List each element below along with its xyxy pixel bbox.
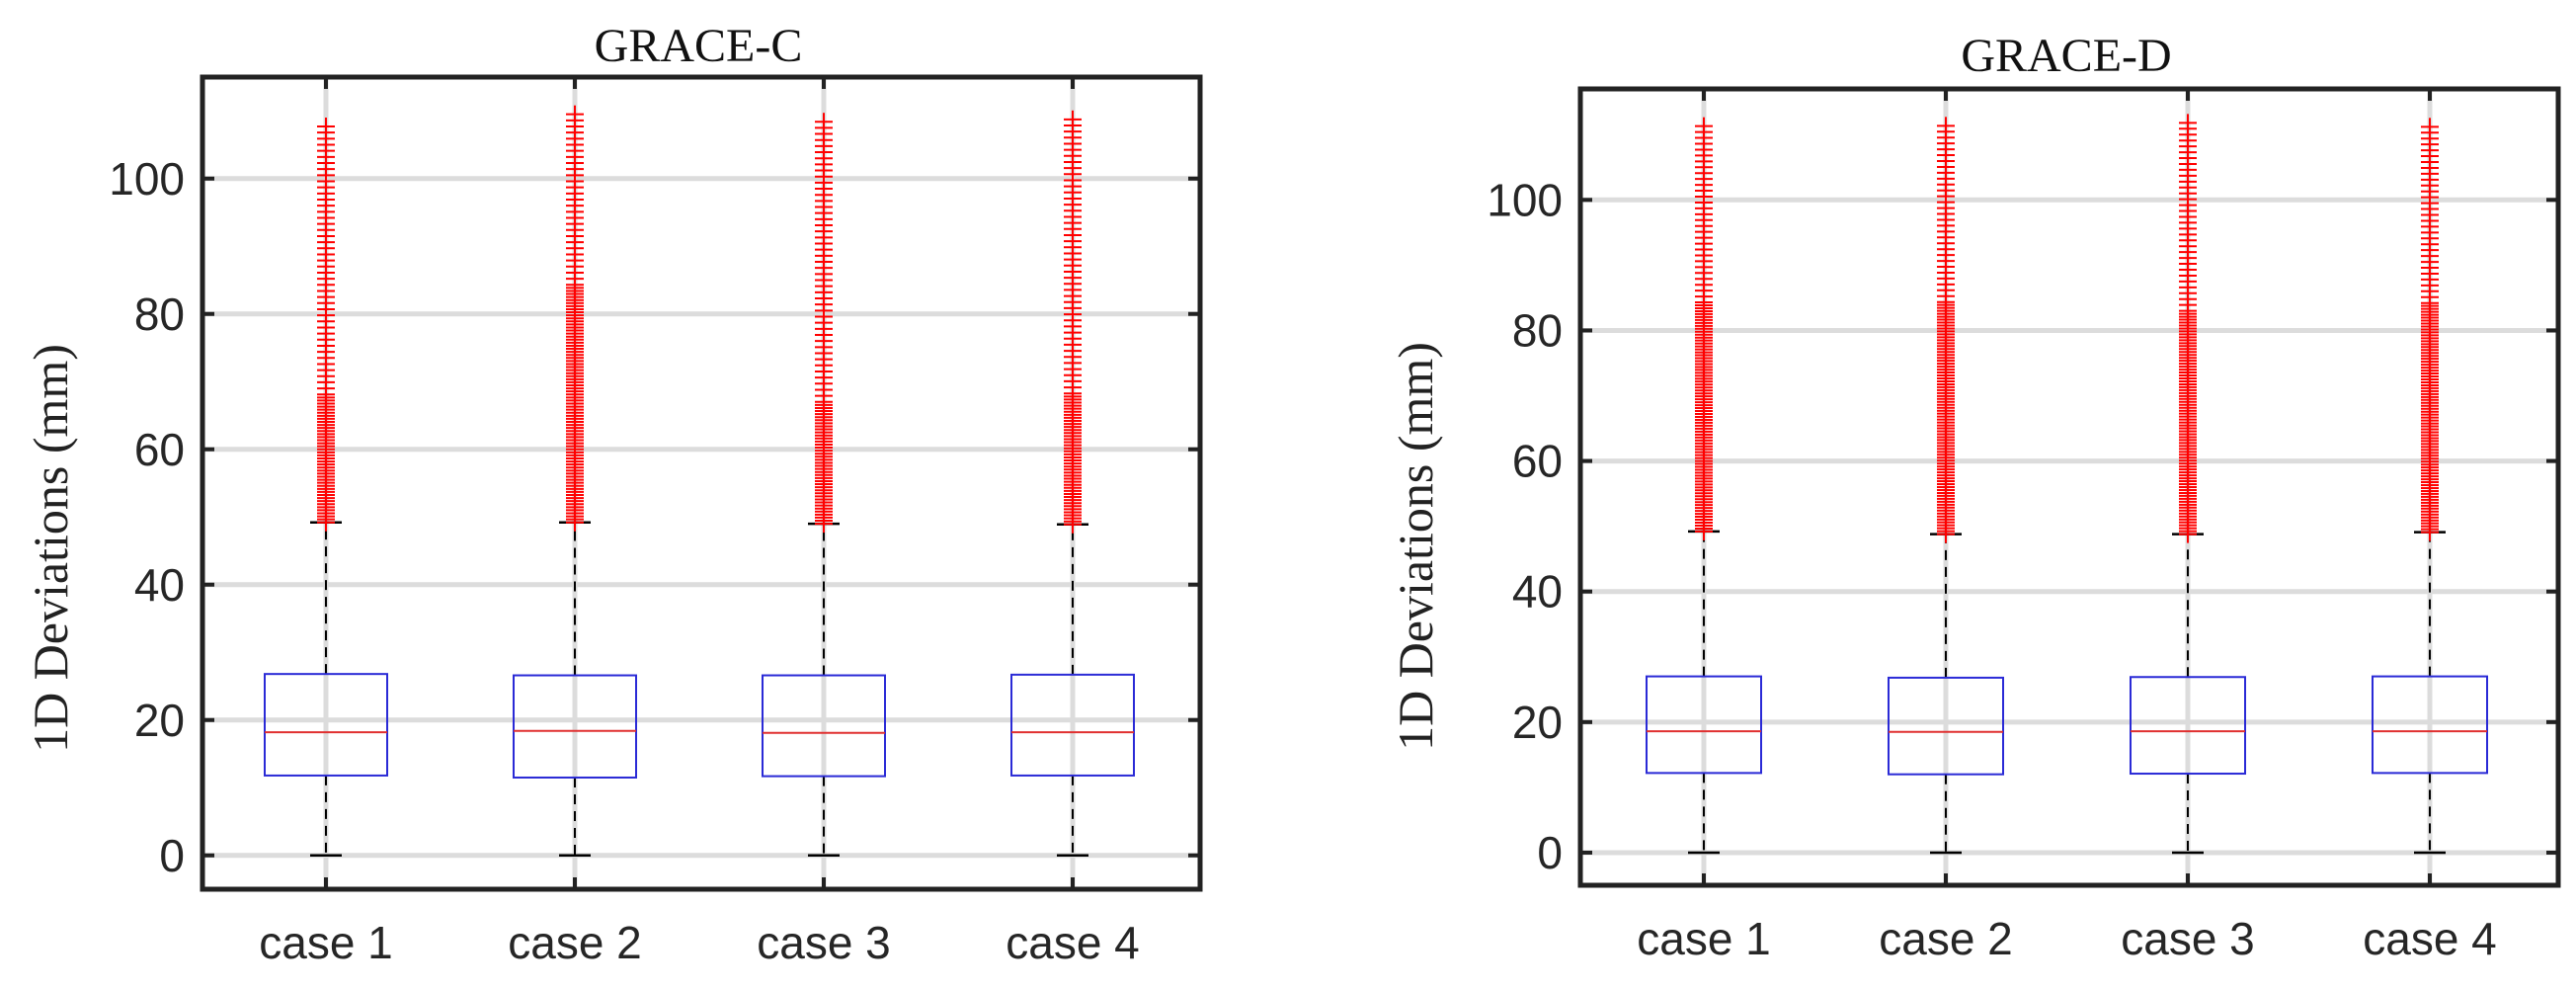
- box-3: [762, 113, 886, 857]
- iqr-box: [762, 674, 886, 778]
- plot-area: [264, 105, 1135, 857]
- x-axis-ticks: case 1 case 2 case 3 case 4: [259, 77, 1140, 968]
- iqr-box: [2372, 675, 2488, 775]
- iqr-box: [1888, 676, 2004, 776]
- outliers: [2179, 114, 2197, 543]
- x-tick-label: case 1: [1637, 913, 1771, 964]
- iqr-box: [2130, 676, 2246, 776]
- y-tick-label: 20: [1512, 697, 1563, 748]
- y-tick-label: 80: [134, 289, 185, 340]
- x-tick-label: case 3: [757, 917, 891, 968]
- x-axis-ticks: case 1 case 2 case 3 case 4: [1637, 89, 2497, 964]
- outliers: [1695, 117, 1713, 540]
- iqr-box: [1010, 673, 1135, 777]
- box-2: [1888, 117, 2004, 855]
- box-4: [2372, 118, 2488, 855]
- x-tick-label: case 4: [1006, 917, 1140, 968]
- box-1: [264, 118, 388, 857]
- outliers: [317, 118, 335, 532]
- outliers: [566, 105, 584, 532]
- chart-grace-c: GRACE-C 1D Deviations (mm) 020406080100 …: [23, 20, 1203, 968]
- y-tick-label: 0: [1537, 827, 1563, 878]
- axes-frame: [1577, 86, 2561, 888]
- y-tick-label: 40: [134, 559, 185, 611]
- x-tick-label: case 1: [259, 917, 393, 968]
- y-axis-ticks: 0 20 40 60 80 100: [1487, 174, 2558, 878]
- box-1: [1646, 117, 1762, 855]
- y-tick-label: 100: [1487, 174, 1563, 225]
- box-3: [2130, 114, 2246, 855]
- x-tick-label: case 4: [2363, 913, 2497, 964]
- grid-lines: [1580, 89, 2558, 885]
- outliers: [2421, 118, 2439, 541]
- y-tick-label: 0: [159, 830, 185, 881]
- y-axis-label: 1D Deviations (mm): [23, 344, 78, 753]
- x-tick-label: case 2: [508, 917, 642, 968]
- x-tick-label: case 3: [2121, 913, 2255, 964]
- iqr-box: [1646, 675, 1762, 775]
- grid-lines: [202, 77, 1200, 889]
- y-tick-label: 60: [1512, 436, 1563, 487]
- chart-title: GRACE-D: [1961, 30, 2171, 82]
- outliers: [1064, 110, 1082, 534]
- y-tick-label: 60: [134, 424, 185, 475]
- y-tick-label: 20: [134, 695, 185, 746]
- y-tick-label: 40: [1512, 566, 1563, 618]
- y-axis-label: 1D Deviations (mm): [1388, 342, 1443, 751]
- outliers: [1937, 117, 1955, 543]
- chart-title: GRACE-C: [595, 20, 803, 72]
- box-4: [1010, 110, 1135, 857]
- x-tick-label: case 2: [1879, 913, 2013, 964]
- y-tick-label: 100: [109, 153, 185, 205]
- chart-grace-d: GRACE-D 1D Deviations (mm) 020406080100 …: [1388, 30, 2561, 964]
- axes-frame: [200, 74, 1203, 892]
- outliers: [815, 113, 833, 534]
- iqr-box: [264, 673, 388, 777]
- y-tick-label: 80: [1512, 304, 1563, 356]
- y-axis-ticks: 0 20 40 60 80 100: [109, 153, 1200, 881]
- plot-area: [1646, 114, 2488, 855]
- iqr-box: [513, 674, 637, 779]
- box-2: [513, 105, 637, 857]
